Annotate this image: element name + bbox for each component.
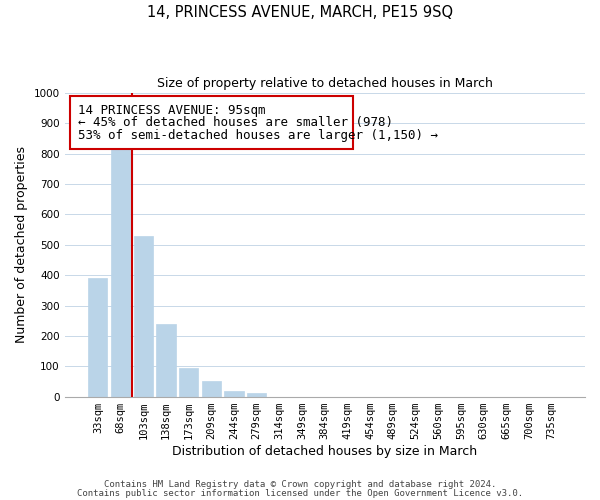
Text: Contains HM Land Registry data © Crown copyright and database right 2024.: Contains HM Land Registry data © Crown c… (104, 480, 496, 489)
Text: ← 45% of detached houses are smaller (978): ← 45% of detached houses are smaller (97… (77, 116, 392, 129)
Title: Size of property relative to detached houses in March: Size of property relative to detached ho… (157, 78, 493, 90)
Text: 53% of semi-detached houses are larger (1,150) →: 53% of semi-detached houses are larger (… (77, 129, 437, 142)
FancyBboxPatch shape (70, 96, 353, 149)
Bar (179, 368, 198, 396)
X-axis label: Distribution of detached houses by size in March: Distribution of detached houses by size … (172, 444, 478, 458)
Bar (156, 324, 176, 396)
Bar (202, 381, 221, 396)
Bar (247, 392, 266, 396)
Bar (224, 390, 244, 396)
Bar (134, 236, 153, 396)
Text: 14, PRINCESS AVENUE, MARCH, PE15 9SQ: 14, PRINCESS AVENUE, MARCH, PE15 9SQ (147, 5, 453, 20)
Text: 14 PRINCESS AVENUE: 95sqm: 14 PRINCESS AVENUE: 95sqm (77, 104, 265, 117)
Bar (88, 278, 107, 396)
Text: Contains public sector information licensed under the Open Government Licence v3: Contains public sector information licen… (77, 489, 523, 498)
Y-axis label: Number of detached properties: Number of detached properties (15, 146, 28, 344)
Bar (111, 144, 130, 396)
